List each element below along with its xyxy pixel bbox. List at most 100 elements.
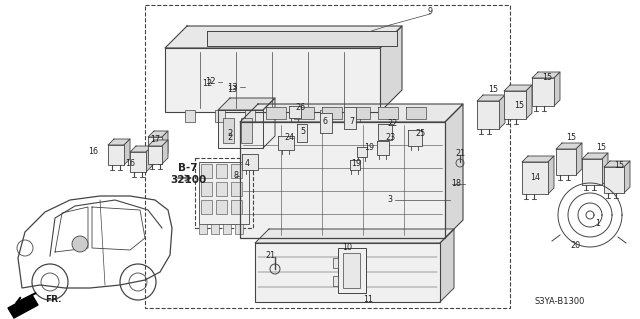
Text: S3YA-B1300: S3YA-B1300: [535, 298, 585, 307]
Polygon shape: [162, 131, 168, 159]
Polygon shape: [8, 295, 38, 318]
Text: 19: 19: [364, 144, 374, 152]
Polygon shape: [477, 95, 505, 101]
Bar: [201, 182, 212, 196]
Polygon shape: [378, 107, 398, 119]
Text: 15: 15: [488, 85, 498, 94]
Circle shape: [72, 236, 88, 252]
Text: FR.: FR.: [45, 295, 61, 305]
Bar: [343, 253, 360, 288]
Polygon shape: [146, 146, 152, 172]
Bar: [245, 110, 255, 122]
Polygon shape: [165, 48, 380, 112]
Polygon shape: [522, 156, 554, 162]
Bar: [145, 5, 510, 308]
Polygon shape: [148, 140, 168, 146]
Text: 15: 15: [614, 160, 624, 169]
Text: 16: 16: [125, 160, 135, 168]
Polygon shape: [350, 107, 370, 119]
Bar: [255, 243, 440, 302]
Polygon shape: [357, 147, 367, 157]
Text: 18: 18: [451, 180, 461, 189]
Text: 16: 16: [88, 147, 98, 157]
Text: 32100: 32100: [170, 175, 206, 185]
Polygon shape: [408, 130, 422, 146]
Text: 15: 15: [542, 73, 552, 83]
Polygon shape: [554, 72, 560, 106]
Polygon shape: [406, 107, 426, 119]
Text: 3: 3: [387, 196, 392, 204]
Polygon shape: [377, 141, 389, 155]
Polygon shape: [289, 106, 301, 118]
Bar: [216, 200, 227, 214]
Bar: [223, 118, 234, 143]
Polygon shape: [582, 153, 608, 159]
Text: 4: 4: [244, 159, 250, 167]
Bar: [231, 182, 242, 196]
Polygon shape: [582, 159, 602, 185]
Polygon shape: [242, 154, 258, 170]
Text: 5: 5: [300, 127, 305, 136]
Text: 13: 13: [227, 85, 237, 94]
Bar: [165, 48, 380, 112]
Text: 20: 20: [570, 241, 580, 250]
Polygon shape: [278, 136, 294, 150]
Text: 8: 8: [234, 172, 239, 181]
Text: 21: 21: [265, 250, 275, 259]
Polygon shape: [165, 26, 402, 48]
Bar: [215, 110, 225, 122]
Polygon shape: [378, 124, 392, 140]
Polygon shape: [380, 26, 402, 112]
Polygon shape: [297, 124, 307, 142]
Bar: [201, 200, 212, 214]
Polygon shape: [576, 143, 582, 175]
Polygon shape: [108, 145, 124, 165]
Text: 9: 9: [428, 8, 433, 17]
Polygon shape: [604, 167, 624, 193]
Text: 22: 22: [388, 120, 398, 129]
Bar: [338, 248, 366, 293]
Bar: [333, 276, 338, 286]
Bar: [185, 110, 195, 122]
Polygon shape: [207, 31, 397, 46]
Polygon shape: [522, 162, 548, 194]
Polygon shape: [350, 160, 360, 170]
Polygon shape: [148, 146, 162, 164]
Bar: [223, 224, 231, 234]
Bar: [218, 110, 263, 148]
Text: 2: 2: [227, 129, 232, 137]
Text: B-7: B-7: [178, 163, 198, 173]
Bar: [240, 122, 445, 238]
Polygon shape: [526, 85, 532, 119]
Bar: [195, 158, 253, 228]
Polygon shape: [556, 143, 582, 149]
Polygon shape: [548, 156, 554, 194]
Text: 21: 21: [455, 150, 465, 159]
Text: 13: 13: [227, 83, 237, 92]
Polygon shape: [218, 110, 263, 148]
Polygon shape: [624, 161, 630, 193]
Text: 2: 2: [227, 133, 232, 143]
Text: 10: 10: [342, 243, 352, 253]
Polygon shape: [294, 107, 314, 119]
Polygon shape: [266, 107, 286, 119]
Text: 7: 7: [349, 116, 355, 125]
Text: 19: 19: [351, 159, 361, 167]
Text: 14: 14: [530, 174, 540, 182]
Bar: [216, 164, 227, 178]
Text: 24: 24: [284, 133, 294, 143]
Bar: [216, 182, 227, 196]
Polygon shape: [532, 78, 554, 106]
Polygon shape: [322, 107, 342, 119]
Text: 25: 25: [415, 130, 425, 138]
Polygon shape: [148, 137, 162, 159]
Bar: [231, 200, 242, 214]
Polygon shape: [263, 98, 275, 148]
Text: 6: 6: [323, 116, 328, 125]
Polygon shape: [344, 107, 356, 129]
Bar: [333, 258, 338, 268]
Bar: [199, 162, 249, 224]
Polygon shape: [477, 101, 499, 129]
Text: 17: 17: [150, 136, 160, 145]
Polygon shape: [445, 104, 463, 238]
